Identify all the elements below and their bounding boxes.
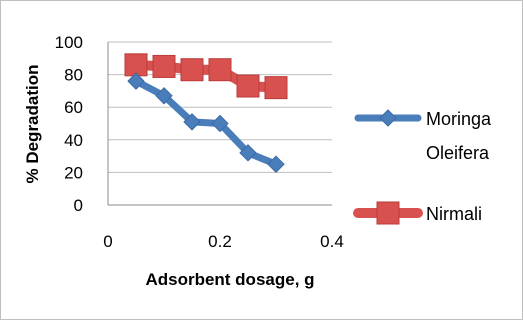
data-point-nirmali-3 <box>208 58 232 82</box>
x-axis-title: Adsorbent dosage, g <box>145 270 314 289</box>
y-tick-label-0: 0 <box>74 196 83 215</box>
legend-label-moringa-oleifera: Moringa <box>426 109 492 129</box>
data-point-moringa-oleifera-3 <box>211 114 229 133</box>
data-point-nirmali-5 <box>264 76 288 100</box>
series-moringa-oleifera <box>127 72 285 173</box>
y-tick-label-100: 100 <box>55 33 83 52</box>
plot-series <box>124 53 288 173</box>
x-tick-label-0.4: 0.4 <box>320 232 344 251</box>
legend: Moringa Oleifera Nirmali <box>353 109 492 225</box>
data-point-moringa-oleifera-0 <box>127 72 145 90</box>
legend-item-nirmali: Nirmali <box>353 201 482 225</box>
y-tick-labels: 0 20 40 60 80 100 <box>55 33 83 215</box>
data-point-moringa-oleifera-1 <box>155 87 173 105</box>
x-tick-label-0.2: 0.2 <box>208 232 232 251</box>
y-axis-title: % Degradation <box>23 64 42 183</box>
x-tick-label-0: 0 <box>103 232 112 251</box>
x-tick-labels: 0 0.2 0.4 <box>103 232 344 251</box>
data-point-moringa-oleifera-5 <box>267 155 285 173</box>
gridlines <box>108 41 332 173</box>
legend-item-moringa-oleifera: Moringa Oleifera <box>354 109 492 163</box>
y-tick-label-60: 60 <box>64 98 83 117</box>
y-tick-label-80: 80 <box>64 66 83 85</box>
data-point-nirmali-1 <box>152 54 176 78</box>
legend-label-moringa-oleifera: Oleifera <box>426 143 490 163</box>
legend-marker-nirmali <box>376 201 400 225</box>
axes <box>107 42 332 206</box>
y-tick-label-20: 20 <box>64 163 83 182</box>
data-point-moringa-oleifera-4 <box>239 144 257 162</box>
y-tick-label-40: 40 <box>64 131 83 150</box>
data-point-moringa-oleifera-2 <box>183 113 201 131</box>
series-nirmali <box>124 53 288 100</box>
data-point-nirmali-2 <box>180 58 204 82</box>
data-point-nirmali-4 <box>236 74 260 98</box>
legend-label-nirmali: Nirmali <box>426 204 482 224</box>
legend-marker-moringa-oleifera <box>379 109 397 127</box>
